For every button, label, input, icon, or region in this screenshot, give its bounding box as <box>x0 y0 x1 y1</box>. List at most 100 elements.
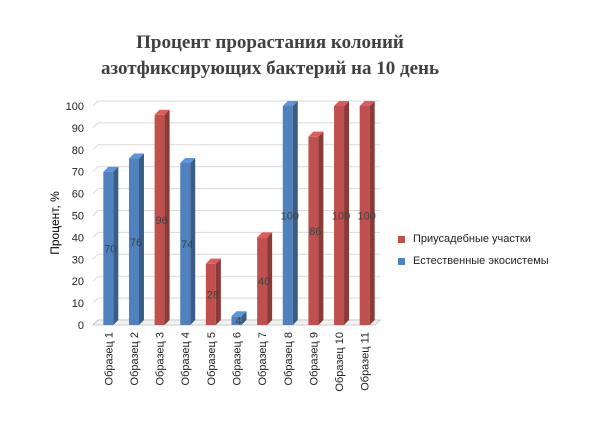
category-label: Образец 8 <box>283 332 295 385</box>
data-label: 86 <box>309 226 321 238</box>
bar <box>257 232 273 325</box>
bar-side <box>318 131 324 325</box>
bar <box>180 157 196 325</box>
data-label: 100 <box>332 211 350 223</box>
bar-front <box>205 263 216 325</box>
bar-front <box>334 106 345 325</box>
bar-top <box>180 157 196 163</box>
category-label: Образец 10 <box>334 332 346 392</box>
legend-swatch-private-plots <box>398 235 405 243</box>
bar-side <box>164 109 170 325</box>
legend: Приусадебные участки Естественные экосис… <box>398 228 549 272</box>
legend-label-private-plots: Приусадебные участки <box>413 233 531 245</box>
bar-side <box>344 101 350 325</box>
bar-side <box>292 101 298 325</box>
data-label: 40 <box>258 276 270 288</box>
bar <box>103 166 119 325</box>
data-label: 96 <box>155 215 167 227</box>
y-tick-label: 90 <box>72 123 84 135</box>
y-tick-label: 80 <box>72 145 84 157</box>
gridline-depth <box>92 188 99 194</box>
category-labels: Образец 1 Образец 2 Образец 3 Образец 4 Обра… <box>103 332 371 392</box>
bar <box>334 101 350 325</box>
category-label: Образец 2 <box>129 332 141 385</box>
bar-top <box>128 153 144 159</box>
category-label: Образец 4 <box>180 332 192 385</box>
gridline-depth <box>92 100 99 107</box>
chart-title-line-1: Процент прорастания колоний <box>136 32 404 53</box>
bar-front <box>231 316 242 325</box>
data-label: 28 <box>207 289 219 301</box>
bar-side <box>190 157 196 325</box>
bar-side <box>267 232 273 325</box>
gridline-depth <box>92 275 99 282</box>
data-label: 76 <box>130 237 142 249</box>
data-label: 100 <box>358 211 376 223</box>
bar-top <box>257 232 273 238</box>
gridline-depth <box>92 210 99 216</box>
gridline-depth <box>92 253 99 260</box>
gridline-depth <box>92 297 99 304</box>
bar-front <box>154 114 165 325</box>
category-label: Образец 1 <box>103 332 115 385</box>
data-labels: 70 76 96 74 28 4 40 100 86 100 100 <box>104 211 376 328</box>
bars <box>103 101 375 325</box>
category-label: Образец 7 <box>257 332 269 385</box>
data-label: 70 <box>104 243 116 255</box>
bar-front <box>103 171 114 325</box>
bar-top <box>231 311 247 317</box>
category-label: Образец 3 <box>155 332 167 385</box>
bar <box>205 258 221 325</box>
y-tick-label: 70 <box>72 167 84 179</box>
gridline-depth <box>92 122 99 129</box>
bar <box>308 131 324 325</box>
legend-item-private-plots: Приусадебные участки <box>398 228 549 250</box>
bar-side <box>241 311 247 325</box>
legend-item-natural-ecosystems: Естественные экосистемы <box>398 250 549 272</box>
bar-top <box>205 258 221 264</box>
bar <box>282 101 298 325</box>
bar-front <box>282 106 293 325</box>
y-tick-label: 20 <box>72 276 84 288</box>
y-tick-label: 30 <box>72 254 84 266</box>
data-label: 4 <box>235 316 241 328</box>
y-tick-label: 60 <box>72 189 84 201</box>
y-tick-label: 100 <box>66 101 84 113</box>
category-label: Образец 5 <box>206 332 218 385</box>
bar-front <box>128 158 139 325</box>
y-tick-label: 50 <box>72 211 84 223</box>
bar-front <box>180 162 191 325</box>
bar-top <box>308 131 324 137</box>
legend-label-natural-ecosystems: Естественные экосистемы <box>413 255 549 267</box>
bar-side <box>113 166 119 325</box>
bar-top <box>334 101 350 106</box>
bar-side <box>215 258 221 325</box>
bar <box>231 311 247 325</box>
bar-front <box>257 237 268 325</box>
gridline-depth <box>92 232 99 238</box>
bar-side <box>369 101 375 325</box>
bar-top <box>359 101 375 106</box>
bar <box>154 109 170 325</box>
y-tick-labels: 0 10 20 30 40 50 60 70 80 90 100 <box>66 101 84 332</box>
bar <box>128 153 144 325</box>
category-label: Образец 6 <box>232 332 244 385</box>
bar-top <box>103 166 119 172</box>
category-label: Образец 9 <box>308 332 320 385</box>
bar-front <box>308 136 319 325</box>
bar-top <box>282 101 298 106</box>
y-tick-label: 40 <box>72 232 84 244</box>
chart-title-line-2: азотфиксирующих бактерий на 10 день <box>100 58 440 79</box>
bar <box>359 101 375 325</box>
data-label: 74 <box>181 239 193 251</box>
gridline-depth <box>92 166 99 173</box>
data-label: 100 <box>281 211 299 223</box>
legend-swatch-natural-ecosystems <box>398 257 405 265</box>
bar-top <box>154 109 170 115</box>
y-tick-label: 10 <box>72 298 84 310</box>
y-tick-label: 0 <box>78 320 84 332</box>
category-label: Образец 11 <box>360 332 372 391</box>
bar-side <box>138 153 144 325</box>
